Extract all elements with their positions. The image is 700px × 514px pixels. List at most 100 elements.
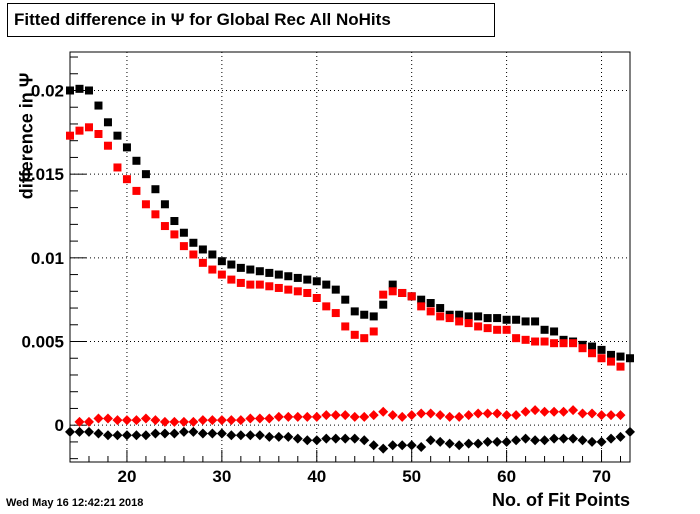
- data-point-square: [94, 130, 103, 138]
- data-point-diamond: [549, 433, 560, 444]
- data-point-diamond: [235, 430, 246, 441]
- data-point-diamond: [587, 436, 598, 447]
- data-point-diamond: [207, 415, 218, 426]
- data-point-diamond: [159, 416, 170, 427]
- data-point-diamond: [330, 433, 341, 444]
- data-point-diamond: [140, 430, 151, 441]
- data-point-square: [607, 350, 616, 359]
- data-point-square: [84, 123, 93, 132]
- data-point-diamond: [74, 416, 85, 427]
- data-point-square: [616, 362, 625, 371]
- grid: [70, 52, 630, 462]
- data-point-diamond: [159, 428, 170, 439]
- data-point-diamond: [121, 430, 132, 441]
- data-point-square: [626, 354, 634, 363]
- data-point-diamond: [150, 428, 161, 439]
- data-point-diamond: [435, 436, 446, 447]
- x-tick-label: 60: [497, 467, 516, 486]
- data-point-square: [75, 126, 84, 135]
- data-point-diamond: [283, 411, 294, 422]
- data-point-diamond: [112, 430, 123, 441]
- data-point-diamond: [273, 411, 284, 422]
- data-point-diamond: [188, 416, 199, 427]
- data-point-square: [94, 101, 103, 110]
- data-point-diamond: [302, 435, 313, 446]
- data-point-square: [597, 354, 606, 363]
- data-point-square: [464, 319, 473, 328]
- data-point-square: [227, 275, 236, 284]
- data-point-diamond: [264, 413, 275, 424]
- data-point-square: [151, 185, 160, 194]
- data-point-diamond: [292, 433, 303, 444]
- data-point-diamond: [530, 405, 541, 416]
- data-point-diamond: [558, 406, 569, 417]
- data-point-diamond: [387, 440, 398, 451]
- data-point-diamond: [473, 408, 484, 419]
- markers: [65, 84, 635, 454]
- data-point-diamond: [606, 433, 617, 444]
- data-point-diamond: [558, 433, 569, 444]
- y-tick-label: 0.015: [21, 165, 64, 184]
- data-point-square: [303, 288, 312, 297]
- data-point-diamond: [254, 430, 265, 441]
- data-point-diamond: [463, 410, 474, 421]
- data-point-square: [436, 304, 445, 313]
- x-tick-label: 30: [212, 467, 231, 486]
- data-point-square: [550, 339, 559, 348]
- data-point-diamond: [245, 430, 256, 441]
- data-point-square: [132, 186, 141, 195]
- data-point-diamond: [615, 410, 626, 421]
- data-point-square: [246, 280, 255, 289]
- data-point-square: [303, 275, 312, 284]
- data-point-square: [559, 339, 568, 348]
- data-point-square: [464, 312, 473, 321]
- data-point-diamond: [311, 435, 322, 446]
- data-point-square: [265, 282, 274, 291]
- data-point-diamond: [349, 433, 360, 444]
- data-point-diamond: [435, 410, 446, 421]
- data-point-square: [255, 280, 264, 289]
- data-point-square: [531, 317, 540, 326]
- data-point-square: [569, 339, 578, 348]
- data-point-square: [407, 292, 416, 301]
- data-point-square: [379, 300, 388, 309]
- x-axis-label: No. of Fit Points: [492, 490, 630, 510]
- data-point-diamond: [235, 415, 246, 426]
- data-point-diamond: [340, 433, 351, 444]
- data-point-square: [274, 283, 283, 292]
- data-point-diamond: [340, 410, 351, 421]
- data-point-square: [521, 335, 530, 344]
- data-point-diamond: [596, 436, 607, 447]
- data-point-diamond: [416, 408, 427, 419]
- data-point-square: [208, 265, 217, 274]
- data-point-square: [578, 344, 587, 353]
- data-point-square: [331, 309, 340, 318]
- data-point-diamond: [112, 415, 123, 426]
- data-point-square: [502, 325, 511, 334]
- data-point-square: [607, 357, 616, 366]
- data-point-diamond: [387, 410, 398, 421]
- data-point-square: [597, 345, 606, 354]
- data-point-diamond: [283, 431, 294, 442]
- chart-title: Fitted difference in Ψ for Global Rec Al…: [7, 3, 495, 37]
- data-point-square: [122, 143, 131, 152]
- data-point-diamond: [197, 415, 208, 426]
- data-point-square: [312, 294, 321, 302]
- data-point-diamond: [226, 430, 237, 441]
- timestamp: Wed May 16 12:42:21 2018: [6, 497, 144, 509]
- data-point-square: [379, 290, 388, 299]
- x-tick-label: 70: [592, 467, 611, 486]
- data-point-square: [293, 287, 302, 296]
- data-point-square: [388, 287, 397, 296]
- data-point-diamond: [454, 411, 465, 422]
- data-point-diamond: [625, 426, 635, 437]
- data-point-square: [540, 325, 549, 334]
- data-point-diamond: [444, 438, 455, 449]
- data-point-square: [388, 280, 397, 289]
- data-point-square: [179, 228, 188, 237]
- data-point-diamond: [254, 413, 265, 424]
- data-point-diamond: [539, 435, 550, 446]
- data-point-diamond: [83, 426, 94, 437]
- data-point-square: [160, 222, 169, 231]
